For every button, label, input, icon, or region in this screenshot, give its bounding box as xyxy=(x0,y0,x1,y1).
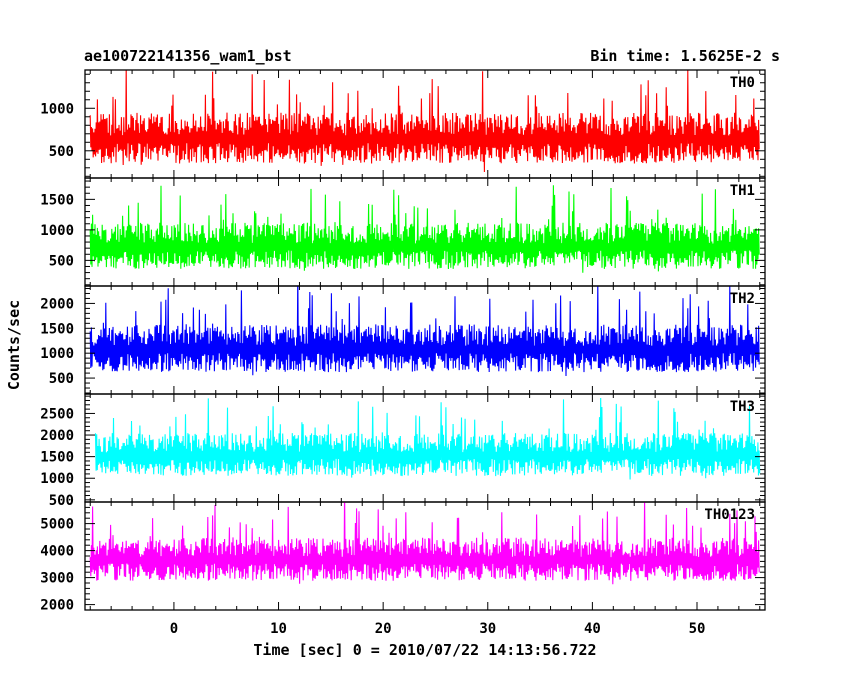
series-label-th0: TH0 xyxy=(730,75,755,91)
series-line-th0 xyxy=(89,70,760,173)
y-tick-label: 2000 xyxy=(40,296,74,312)
panel-th1: 500 1000 1500 TH1 xyxy=(40,177,766,287)
panel-th0: 500 1000 TH0 xyxy=(40,69,766,179)
panels: 500 1000 TH0 500 1000 1500 TH1 500 1000 1500 2000 T… xyxy=(40,69,766,614)
x-axis-label: Time [sec] 0 = 2010/07/22 14:13:56.722 xyxy=(253,641,596,659)
x-axis: 0 10 20 30 40 50 xyxy=(170,621,706,637)
panel-th2: 500 1000 1500 2000 TH2 xyxy=(40,285,766,395)
y-tick-label: 2000 xyxy=(40,428,74,444)
y-tick-label: 500 xyxy=(49,493,74,509)
y-tick-label: 2500 xyxy=(40,406,74,422)
y-tick-label: 500 xyxy=(49,371,74,387)
y-axis-label: Counts/sec xyxy=(5,300,23,390)
y-tick-label: 1000 xyxy=(40,223,74,239)
chart-title-left: ae100722141356_wam1_bst xyxy=(84,47,292,65)
chart-title-right: Bin time: 1.5625E-2 s xyxy=(590,47,780,65)
y-tick-label: 3000 xyxy=(40,571,74,587)
x-tick-label: 50 xyxy=(689,621,706,637)
series-label-th3: TH3 xyxy=(730,399,755,415)
series-line-th1 xyxy=(89,185,760,273)
y-tick-label: 1500 xyxy=(40,450,74,466)
y-tick-label: 4000 xyxy=(40,544,74,560)
x-tick-label: 40 xyxy=(584,621,601,637)
y-tick-label: 1500 xyxy=(40,192,74,208)
series-line-th2 xyxy=(89,286,760,377)
y-tick-label: 5000 xyxy=(40,517,74,533)
y-tick-label: 1500 xyxy=(40,321,74,337)
y-tick-label: 500 xyxy=(49,253,74,269)
x-tick-label: 10 xyxy=(270,621,287,637)
series-label-th1: TH1 xyxy=(730,183,755,199)
panel-th3: 500 1000 1500 2000 2500 TH3 xyxy=(40,393,766,509)
series-label-th0123: TH0123 xyxy=(704,507,755,523)
y-tick-label: 1000 xyxy=(40,471,74,487)
series-line-th3 xyxy=(94,397,761,480)
series-label-th2: TH2 xyxy=(730,291,755,307)
x-tick-label: 0 xyxy=(170,621,178,637)
y-tick-label: 1000 xyxy=(40,101,74,117)
series-line-th0123 xyxy=(89,502,760,585)
y-tick-label: 500 xyxy=(49,144,74,160)
x-tick-label: 20 xyxy=(375,621,392,637)
panel-th0123: 2000 3000 4000 5000 TH0123 xyxy=(40,501,766,614)
y-tick-label: 1000 xyxy=(40,346,74,362)
y-tick-label: 2000 xyxy=(40,598,74,614)
x-tick-label: 30 xyxy=(479,621,496,637)
